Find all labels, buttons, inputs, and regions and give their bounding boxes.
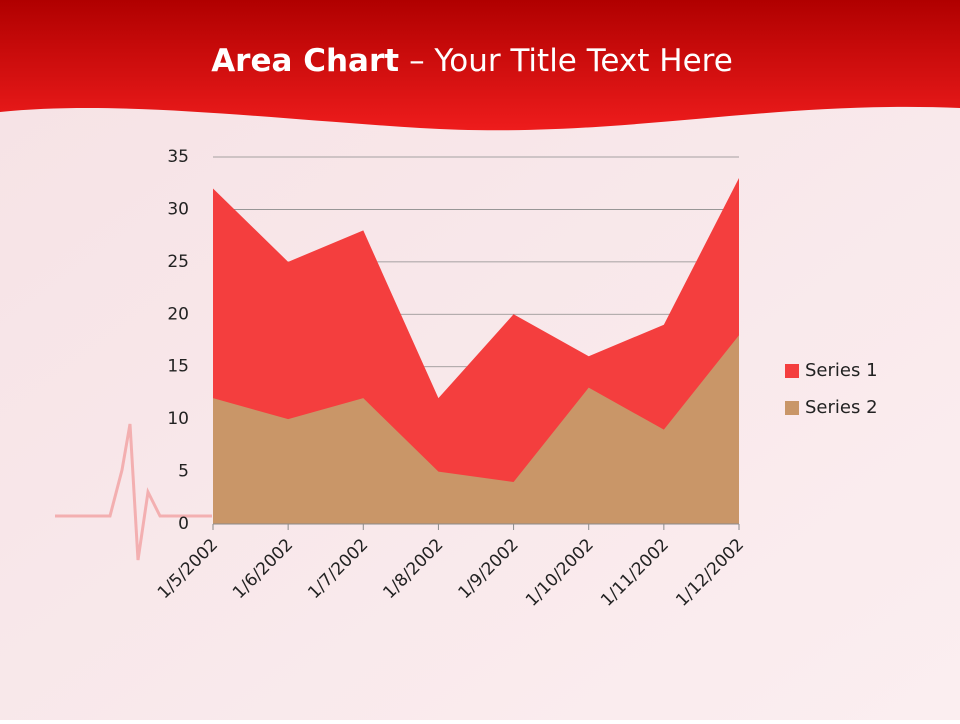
y-tick-label: 15 — [167, 357, 189, 377]
y-tick-label: 0 — [178, 514, 189, 534]
y-tick-label: 20 — [167, 304, 189, 324]
y-tick-label: 10 — [167, 409, 189, 429]
title-emphasis: Area Chart — [211, 43, 399, 79]
y-tick-label: 30 — [167, 199, 189, 219]
y-tick-label: 5 — [178, 462, 189, 482]
area — [213, 335, 739, 524]
y-tick-label: 25 — [167, 252, 189, 272]
title-rest: – Your Title Text Here — [409, 43, 733, 79]
header-band — [0, 0, 960, 131]
legend-swatch — [785, 401, 799, 415]
legend-label: Series 2 — [805, 397, 878, 418]
legend-label: Series 1 — [805, 360, 878, 381]
title: Area Chart – Your Title Text Here — [211, 43, 733, 79]
decor-pulse — [55, 423, 212, 561]
y-tick-label: 35 — [167, 147, 189, 167]
legend-swatch — [785, 364, 799, 378]
